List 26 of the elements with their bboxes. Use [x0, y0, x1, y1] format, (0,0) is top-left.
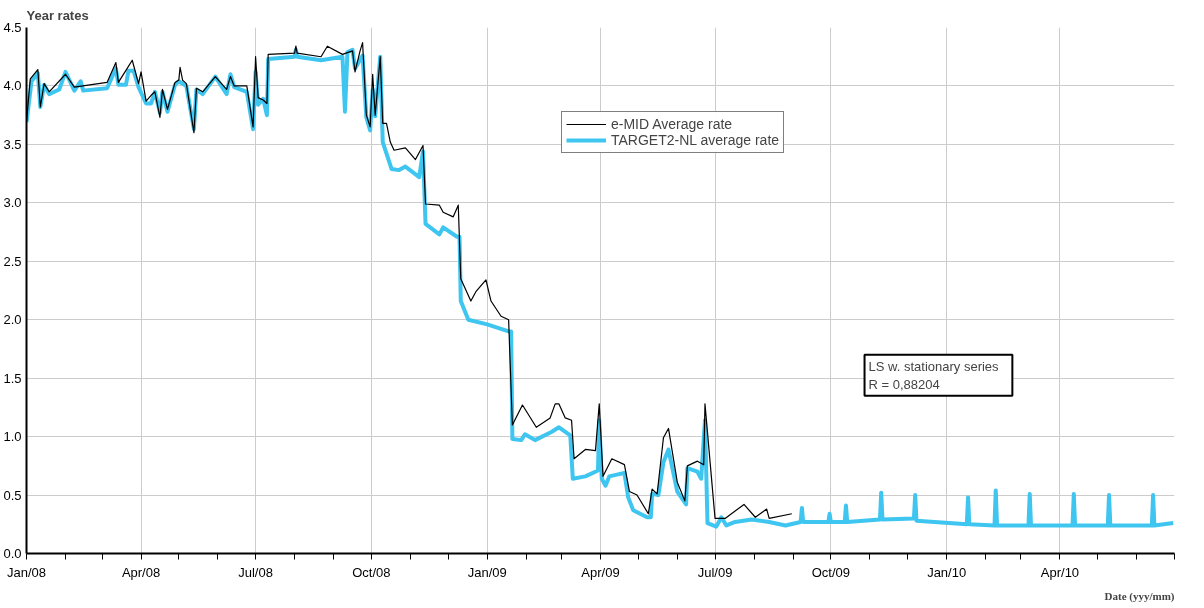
- annotation: R = 0,88204: [868, 376, 940, 392]
- y-tick-label: 0.5: [3, 487, 22, 503]
- y-tick-label: 3.0: [3, 195, 22, 211]
- y-tick-label: 1.0: [3, 429, 22, 445]
- y-tick-label: 1.5: [3, 370, 22, 386]
- y-tick-label: 4.5: [3, 20, 22, 35]
- legend-label: TARGET2-NL average rate: [611, 132, 780, 148]
- annotation: LS w. stationary series: [868, 358, 1000, 374]
- x-tick-label: Jul/08: [238, 564, 273, 580]
- y-tick-label: 0.0: [3, 546, 22, 561]
- y-tick-label: 2.0: [3, 312, 22, 328]
- x-tick-label: Apr/10: [1040, 564, 1080, 580]
- y-tick-label: 4.0: [3, 78, 22, 94]
- x-tick-label: Apr/09: [581, 564, 620, 580]
- x-tick-label: Apr/08: [121, 564, 161, 580]
- legend-label: e-MID Average rate: [611, 116, 733, 132]
- x-tick-label: Jan/08: [6, 564, 47, 580]
- y-axis-title: Year rates: [26, 7, 89, 23]
- y-tick-label: 2.5: [3, 253, 22, 269]
- x-axis-title: Date (yyy/mm): [1104, 589, 1175, 603]
- x-tick-label: Jan/10: [927, 564, 967, 580]
- x-tick-label: Jan/09: [467, 564, 507, 580]
- x-tick-label: Jul/09: [697, 564, 733, 580]
- y-tick-label: 3.5: [3, 136, 22, 152]
- x-tick-label: Oct/09: [811, 564, 850, 580]
- x-tick-label: Oct/08: [352, 564, 391, 580]
